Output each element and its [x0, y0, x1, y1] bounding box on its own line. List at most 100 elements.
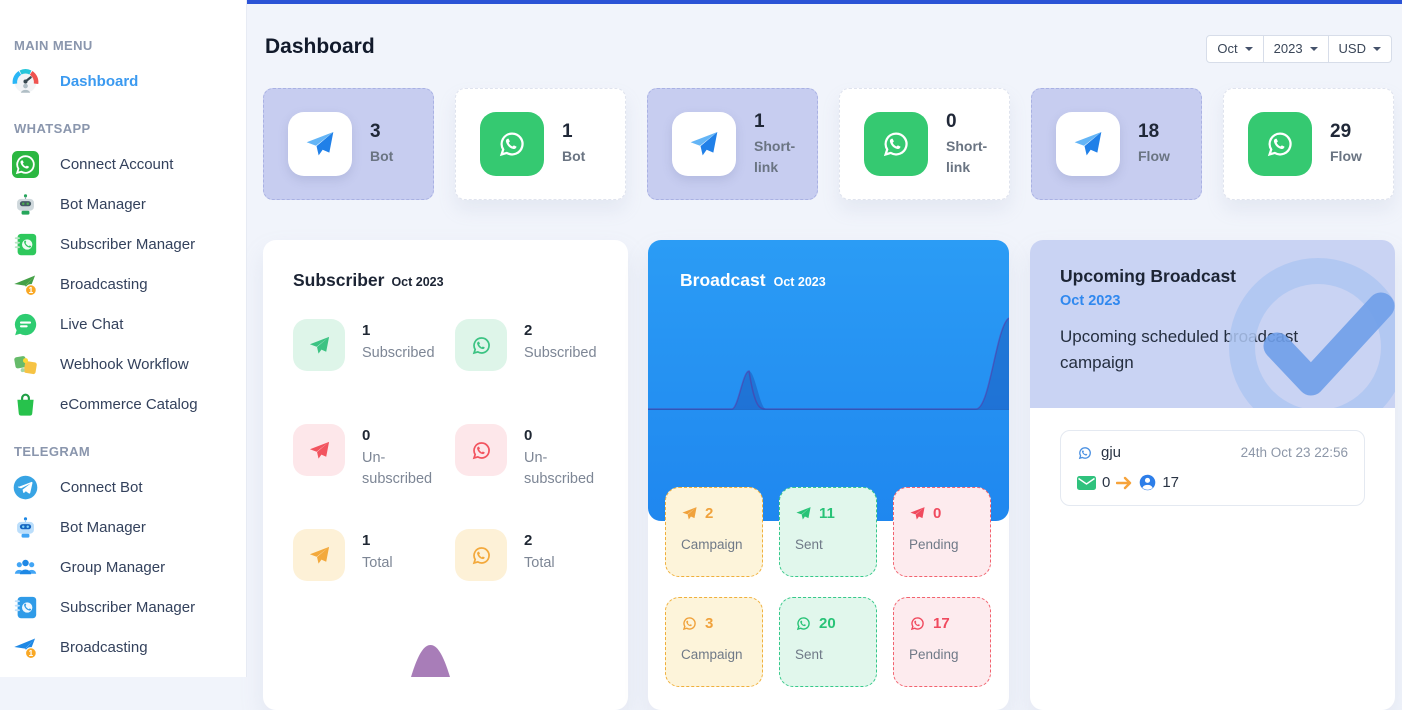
sidebar-item-wa-bot-manager[interactable]: Bot Manager: [0, 184, 246, 224]
campaign-name: gju: [1101, 444, 1122, 461]
sidebar-item-wa-webhook-workflow[interactable]: Webhook Workflow: [0, 344, 246, 384]
chevron-down-icon: [1373, 46, 1381, 51]
sidebar-item-wa-ecommerce-catalog[interactable]: eCommerce Catalog: [0, 384, 246, 424]
upcoming-broadcast-list-item: gju 24th Oct 23 22:56 0 17: [1060, 430, 1365, 506]
page-title: Dashboard: [265, 35, 375, 58]
shopping-bag-icon: [12, 391, 39, 418]
sidebar-item-tg-bot-manager[interactable]: Bot Manager: [0, 507, 246, 547]
sidebar-item-tg-connect-bot[interactable]: Connect Bot: [0, 467, 246, 507]
broadcast-plane-icon: 1: [12, 271, 39, 298]
upcoming-broadcast-title: Upcoming Broadcast: [1060, 266, 1236, 286]
broadcast-chip-telegram-pending: 0 Pending: [893, 487, 991, 577]
subscriber-stat-whatsapp-subscribed: 2 Subscribed: [455, 319, 598, 424]
telegram-plane-icon: [910, 507, 925, 520]
sidebar-item-label: Connect Account: [60, 155, 174, 173]
chip-value: 17: [933, 615, 950, 632]
stat-value: 0: [946, 111, 957, 133]
sidebar-item-tg-broadcasting[interactable]: 1 Broadcasting: [0, 627, 246, 667]
sidebar-item-label: Webhook Workflow: [60, 355, 189, 373]
contacts-book-icon: [12, 594, 39, 621]
sidebar-item-wa-subscriber-manager[interactable]: Subscriber Manager: [0, 224, 246, 264]
main-content: Dashboard Oct 2023 USD 3 Bot: [247, 0, 1402, 710]
subscriber-stat-telegram-subscribed: 1 Subscribed: [293, 319, 455, 424]
stats-row: 3 Bot 1 Bot 1 Short-link: [263, 88, 1394, 200]
chip-value: 2: [705, 505, 714, 522]
broadcast-chip-telegram-sent: 11 Sent: [779, 487, 877, 577]
subscriber-stat-whatsapp-unsubscribed: 0 Un-subscribed: [455, 424, 598, 529]
stat-card-telegram-flow: 18 Flow: [1031, 88, 1202, 200]
stat-card-whatsapp-shortlink: 0 Short-link: [839, 88, 1010, 200]
broadcast-chip-whatsapp-campaign: 3 Campaign: [665, 597, 763, 687]
broadcast-card-period: Oct 2023: [773, 275, 826, 289]
arrow-right-icon: [1116, 476, 1132, 489]
telegram-plane-icon: [672, 112, 736, 176]
month-dropdown[interactable]: Oct: [1206, 35, 1264, 63]
subscriber-stats-grid: 1 Subscribed 2 Subscribed 0: [293, 319, 598, 634]
robot-icon: [12, 191, 39, 218]
currency-dropdown[interactable]: USD: [1327, 35, 1392, 63]
stat-label: Un-subscribed: [524, 450, 595, 488]
stat-label: Bot: [562, 148, 586, 165]
sidebar-item-label: Bot Manager: [60, 195, 146, 213]
stat-value: 29: [1330, 121, 1352, 143]
filter-group: Oct 2023 USD: [1206, 35, 1392, 63]
broadcast-card-title: Broadcast: [680, 270, 766, 290]
chip-label: Campaign: [681, 537, 743, 552]
subscriber-card-period: Oct 2023: [391, 275, 444, 289]
stat-label: Total: [524, 555, 555, 571]
sidebar-item-wa-broadcasting[interactable]: 1 Broadcasting: [0, 264, 246, 304]
sidebar-item-tg-group-manager[interactable]: Group Manager: [0, 547, 246, 587]
recipient-count: 17: [1162, 474, 1180, 491]
stat-label: Short-link: [946, 138, 988, 175]
chip-label: Sent: [795, 647, 823, 662]
upcoming-broadcast-period: Oct 2023: [1060, 293, 1121, 309]
sidebar-item-dashboard[interactable]: Dashboard: [0, 61, 246, 101]
chip-value: 3: [705, 615, 714, 632]
broadcast-card: Broadcast Oct 2023 2 Campaign 11 Sent: [648, 240, 1009, 710]
stat-value: 1: [362, 322, 371, 339]
sidebar-item-label: Bot Manager: [60, 518, 146, 536]
broadcast-chip-telegram-campaign: 2 Campaign: [665, 487, 763, 577]
svg-text:1: 1: [29, 285, 34, 295]
stat-label: Flow: [1138, 148, 1170, 165]
stat-value: 2: [524, 322, 533, 339]
sidebar-item-wa-connect-account[interactable]: Connect Account: [0, 144, 246, 184]
subscriber-sparkline-chart: [411, 645, 450, 677]
chat-bubble-icon: [12, 311, 39, 338]
year-dropdown[interactable]: 2023: [1262, 35, 1329, 63]
stat-label: Short-link: [754, 138, 796, 175]
sidebar-item-label: Subscriber Manager: [60, 235, 196, 253]
puzzle-icon: [12, 351, 39, 378]
stat-value: 1: [754, 111, 765, 133]
whatsapp-icon: [455, 529, 507, 581]
chevron-down-icon: [1244, 46, 1253, 51]
telegram-plane-icon: [288, 112, 352, 176]
whatsapp-icon: [682, 617, 696, 631]
upcoming-broadcast-header: Upcoming Broadcast Oct 2023 Upcoming sch…: [1030, 240, 1395, 408]
check-circle-icon: [1229, 258, 1395, 408]
subscriber-card-title: Subscriber: [293, 270, 385, 290]
stat-value: 18: [1138, 121, 1160, 143]
chip-label: Pending: [909, 537, 959, 552]
telegram-plane-icon: [682, 507, 697, 520]
broadcast-plane-icon: 1: [12, 634, 39, 661]
month-dropdown-label: Oct: [1217, 41, 1238, 56]
chip-label: Pending: [909, 647, 959, 662]
whatsapp-icon: [480, 112, 544, 176]
sidebar-item-tg-subscriber-manager[interactable]: Subscriber Manager: [0, 587, 246, 627]
sidebar-item-label: Connect Bot: [60, 478, 143, 496]
broadcast-chart-panel: Broadcast Oct 2023: [648, 240, 1009, 521]
contacts-book-icon: [12, 231, 39, 258]
envelope-icon: [1077, 475, 1096, 490]
chip-value: 20: [819, 615, 836, 632]
whatsapp-icon: [12, 150, 39, 178]
stat-label: Flow: [1330, 148, 1362, 165]
whatsapp-icon: [910, 617, 924, 631]
subscriber-stat-telegram-unsubscribed: 0 Un-subscribed: [293, 424, 455, 529]
sidebar-item-wa-live-chat[interactable]: Live Chat: [0, 304, 246, 344]
svg-text:1: 1: [29, 648, 34, 658]
section-label-main-menu: MAIN MENU: [14, 38, 93, 53]
chevron-down-icon: [1309, 46, 1318, 51]
whatsapp-icon: [864, 112, 928, 176]
year-dropdown-label: 2023: [1273, 41, 1303, 56]
